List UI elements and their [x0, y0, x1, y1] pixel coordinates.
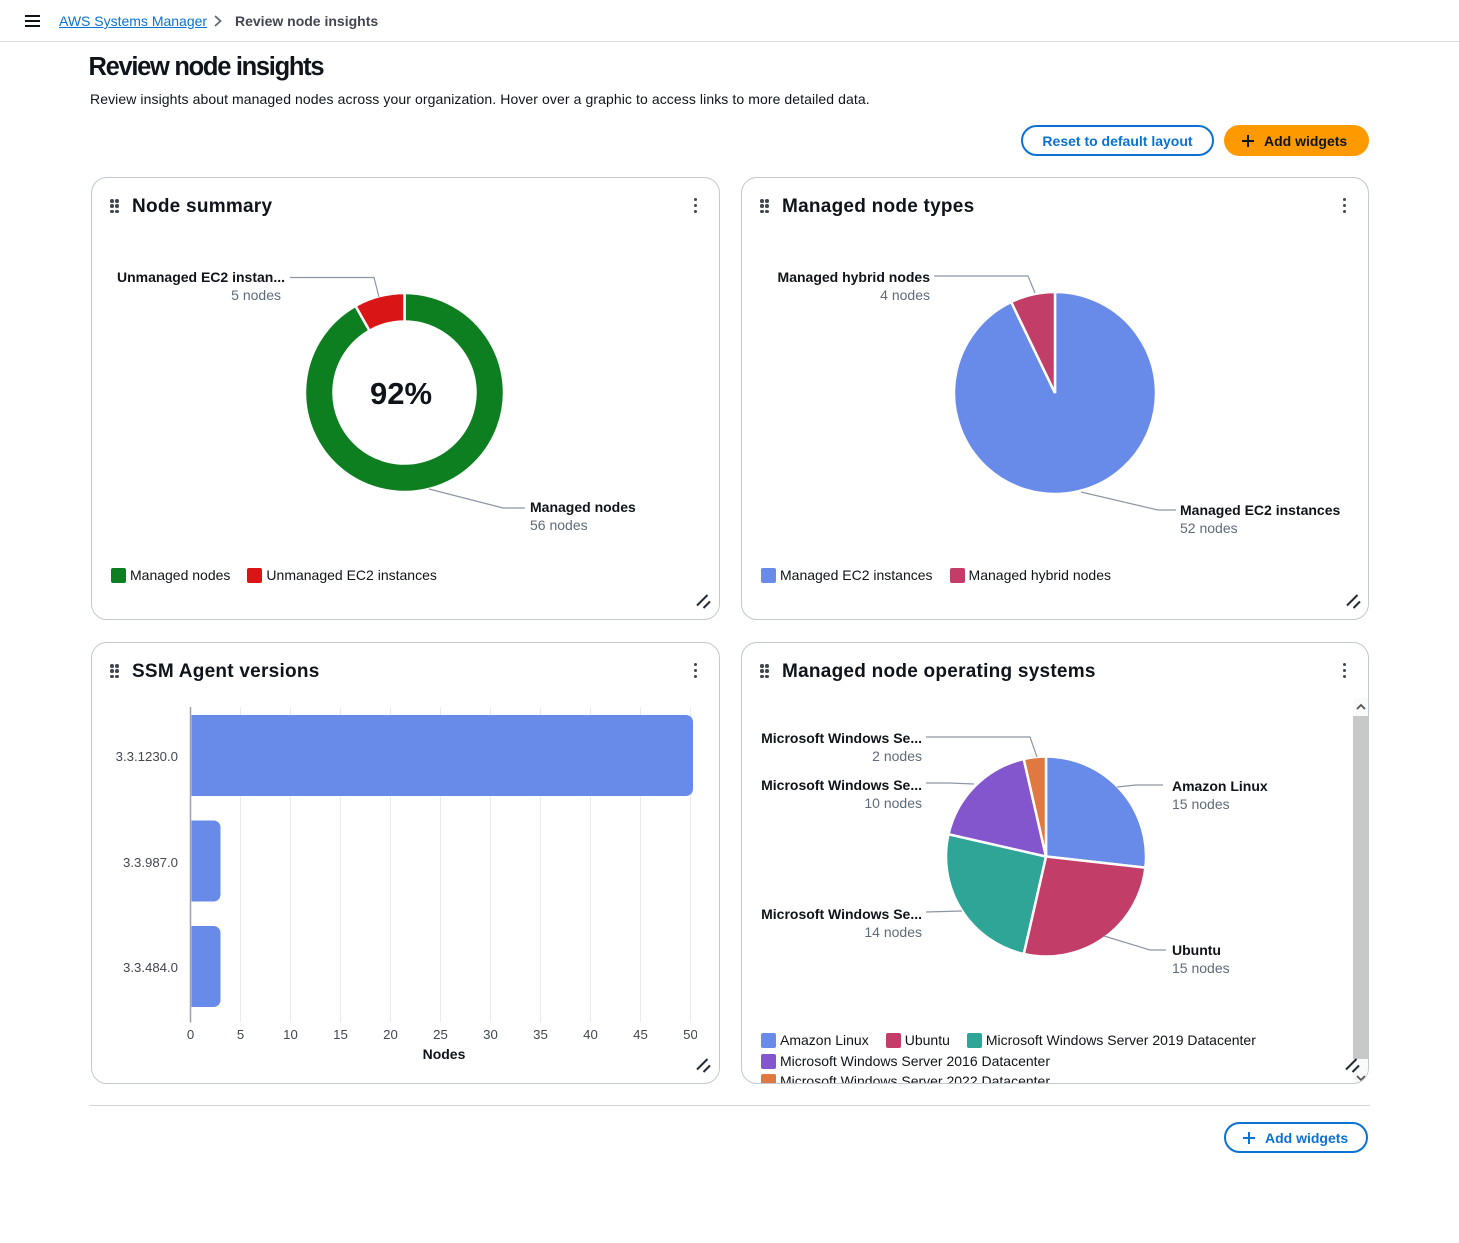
svg-text:3.3.1230.0: 3.3.1230.0 [116, 749, 178, 764]
svg-text:5: 5 [237, 1027, 244, 1042]
svg-text:50: 50 [683, 1027, 697, 1042]
svg-text:15: 15 [333, 1027, 348, 1042]
svg-text:30: 30 [483, 1027, 498, 1042]
svg-text:0: 0 [187, 1027, 194, 1042]
svg-text:40: 40 [583, 1027, 598, 1042]
svg-text:45: 45 [633, 1027, 648, 1042]
svg-text:20: 20 [383, 1027, 398, 1042]
svg-text:3.3.484.0: 3.3.484.0 [123, 960, 178, 975]
svg-text:Nodes: Nodes [423, 1046, 466, 1062]
svg-text:25: 25 [433, 1027, 448, 1042]
svg-text:35: 35 [533, 1027, 548, 1042]
svg-text:10: 10 [283, 1027, 298, 1042]
svg-text:3.3.987.0: 3.3.987.0 [123, 855, 178, 870]
